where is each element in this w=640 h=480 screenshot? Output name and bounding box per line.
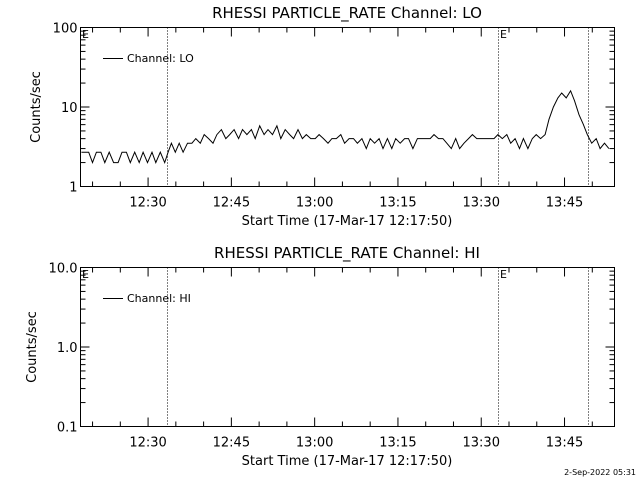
lo-time-markers: [167, 27, 589, 187]
lo-marker-e-label: E: [500, 28, 507, 41]
hi-time-markers: [167, 267, 589, 427]
lo-x-tick-label: 13:15: [379, 196, 416, 211]
lo-series-group: [81, 89, 610, 165]
hi-x-tick-label: 12:45: [213, 436, 250, 451]
hi-marker-e-label: E: [500, 268, 507, 281]
hi-x-tick-label: 13:45: [546, 436, 583, 451]
hi-legend-label: Channel: HI: [127, 292, 191, 305]
lo-x-axis-label: Start Time (17-Mar-17 12:17:50): [242, 214, 453, 229]
lo-x-tick-label: 13:45: [546, 196, 583, 211]
hi-x-tick-label: 13:00: [296, 436, 333, 451]
lo-chart-title: RHESSI PARTICLE_RATE Channel: LO: [212, 4, 482, 23]
hi-y-tick-label: 10.0: [49, 262, 78, 277]
footer-date: 2-Sep-2022 05:31: [564, 468, 636, 477]
lo-y-tick-label: 100: [53, 22, 78, 37]
hi-corner-e-label: E: [82, 268, 89, 281]
hi-x-axis-label: Start Time (17-Mar-17 12:17:50): [242, 454, 453, 469]
lo-x-tick-label: 12:30: [129, 196, 166, 211]
hi-x-tick-label: 13:15: [379, 436, 416, 451]
hi-x-tick-label: 13:30: [463, 436, 500, 451]
hi-x-tick-label: 12:30: [129, 436, 166, 451]
hi-chart-title: RHESSI PARTICLE_RATE Channel: HI: [214, 244, 480, 263]
lo-y-tick-label: 1: [69, 181, 77, 196]
hi-y-tick-label: 1.0: [57, 341, 78, 356]
lo-legend-label: Channel: LO: [127, 52, 194, 65]
lo-x-tick-label: 13:00: [296, 196, 333, 211]
hi-y-tick-label: 0.1: [57, 421, 78, 436]
lo-corner-e-label: E: [82, 28, 89, 41]
lo-x-tick-label: 13:30: [463, 196, 500, 211]
lo-y-tick-label: 10: [61, 101, 78, 116]
lo-axis-ticks: 1 10 100 12:30 12:45 13:00 13:15 13:30 13:45: [53, 22, 615, 211]
hi-y-axis-label: Counts/sec: [25, 311, 40, 383]
lo-y-axis-label: Counts/sec: [29, 71, 44, 143]
lo-series-line: [81, 89, 610, 165]
hi-axis-ticks: 0.1 1.0 10.0 12:30 12:45 13:00 13:15 13:30 13:45: [49, 262, 615, 451]
lo-x-tick-label: 12:45: [213, 196, 250, 211]
lo-channel-panel: RHESSI PARTICLE_RATE Channel: LO Counts/…: [29, 4, 615, 229]
hi-channel-panel: RHESSI PARTICLE_RATE Channel: HI Counts/…: [25, 244, 615, 469]
